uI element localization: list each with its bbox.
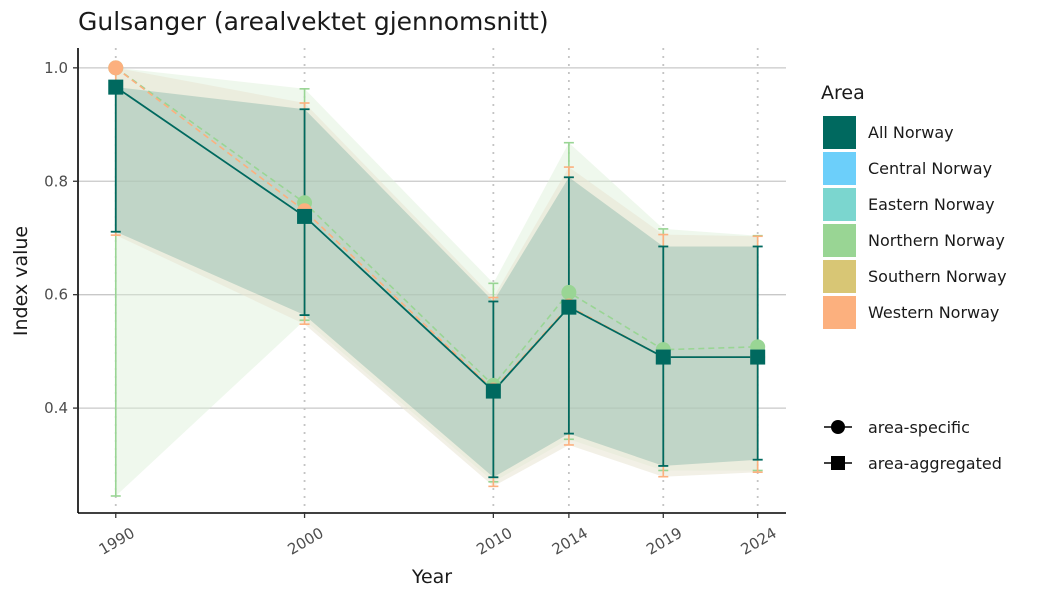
chart-title: Gulsanger (arealvektet gjennomsnitt): [78, 7, 549, 36]
line-northern-norway: [115, 67, 758, 387]
legend-swatch-northern-norway: [823, 224, 856, 257]
legend-label: area-specific: [868, 418, 970, 437]
legend-swatch-central-norway: [823, 152, 856, 185]
legend: Area All Norway Central Norway Eastern Nor…: [821, 82, 1007, 473]
x-tick-label: 2024: [738, 524, 780, 559]
y-tick-label: 0.6: [44, 286, 68, 304]
legend-label: Eastern Norway: [868, 195, 995, 214]
series-lines: [115, 67, 758, 393]
x-tick-label: 2000: [285, 524, 327, 559]
x-tick-label: 2014: [549, 524, 591, 559]
legend-swatch-all-norway: [823, 116, 856, 149]
band-western-norway: [115, 67, 758, 487]
legend-swatch-western-norway: [823, 296, 856, 329]
legend-label: area-aggregated: [868, 454, 1002, 473]
point-western-norway-1990: [108, 60, 124, 76]
x-axis-title: Year: [411, 566, 452, 588]
legend-swatch-southern-norway: [823, 260, 856, 293]
point-all-norway-2019: [655, 349, 671, 365]
data-markers: [108, 60, 766, 399]
x-tick-label: 2019: [643, 524, 685, 559]
legend-label: Southern Norway: [868, 267, 1007, 286]
legend-title: Area: [821, 82, 865, 104]
point-northern-norway-2014: [561, 284, 577, 300]
x-tick-label: 2010: [473, 524, 515, 559]
y-axis-title: Index value: [10, 226, 32, 336]
axes: [73, 48, 786, 518]
point-all-norway-2014: [561, 299, 577, 315]
band-all-norway: [115, 87, 758, 478]
y-tick-label: 0.8: [44, 172, 68, 190]
point-all-norway-2000: [297, 208, 313, 224]
y-tick-label: 1.0: [44, 59, 68, 77]
point-all-norway-2010: [485, 383, 501, 399]
point-all-norway-1990: [108, 79, 124, 95]
legend-label: All Norway: [868, 123, 954, 142]
legend-swatch-eastern-norway: [823, 188, 856, 221]
legend-label: Northern Norway: [868, 231, 1005, 250]
legend-square-icon: [831, 456, 845, 470]
legend-circle-icon: [831, 420, 845, 434]
point-all-norway-2024: [750, 349, 766, 365]
x-tick-label: 1990: [96, 524, 138, 559]
legend-label: Western Norway: [868, 303, 999, 322]
legend-label: Central Norway: [868, 159, 992, 178]
y-tick-label: 0.4: [44, 399, 68, 417]
confidence-bands: [115, 67, 758, 497]
line-all-norway: [115, 86, 758, 393]
